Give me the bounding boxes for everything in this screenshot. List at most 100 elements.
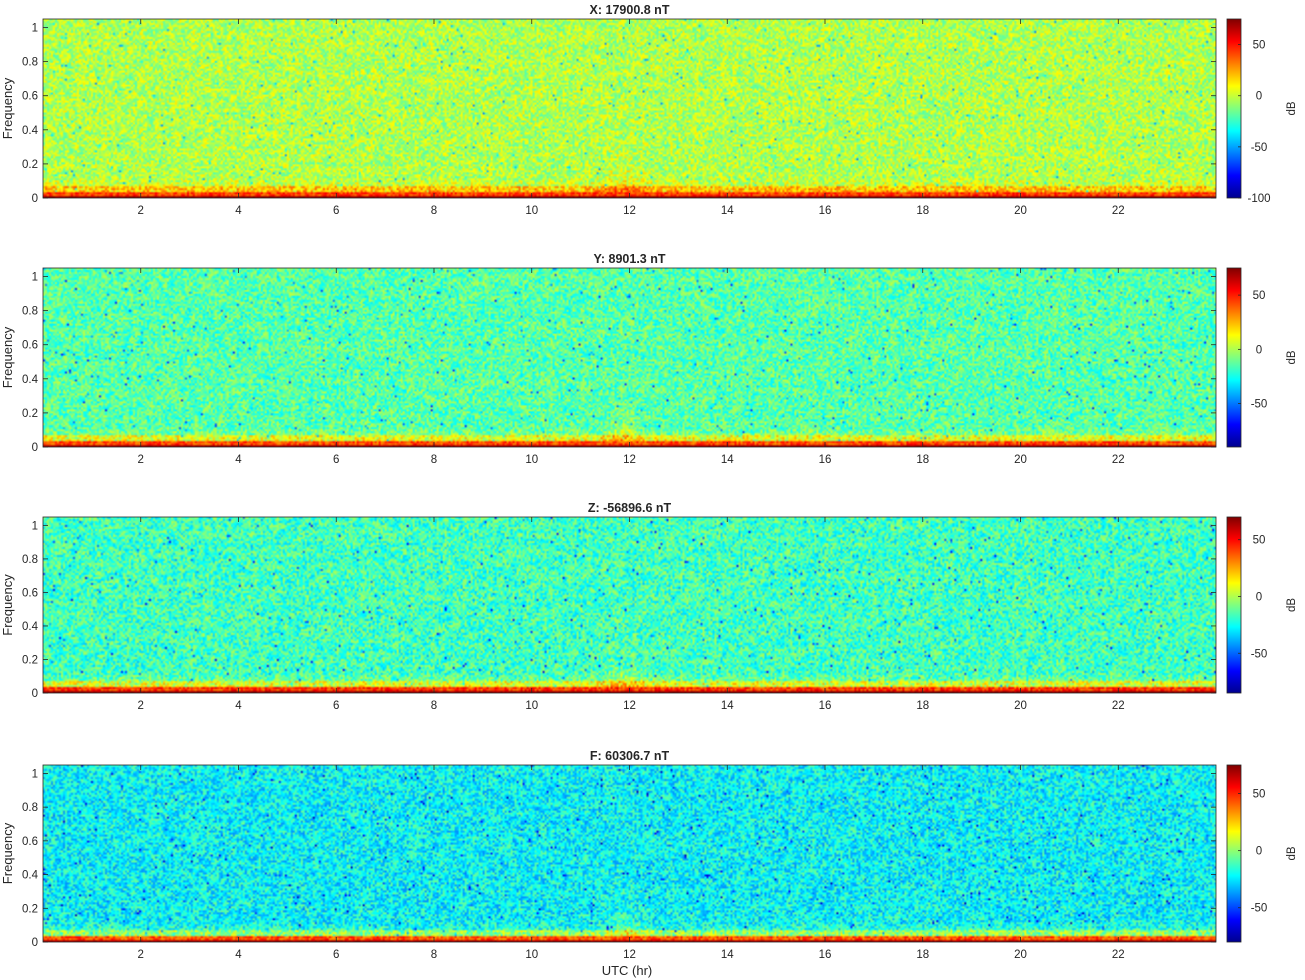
colorbar-tick-label: 50 [1253, 290, 1266, 302]
colorbar-tick-label: -50 [1251, 399, 1268, 411]
colorbar-tick-label: -50 [1251, 142, 1268, 154]
y-tick-label: 0.4 [22, 870, 39, 882]
x-tick-label: 12 [623, 949, 636, 961]
y-tick-label: 1 [32, 23, 38, 35]
y-axis-label: Frequency [0, 822, 15, 884]
y-tick-label: 0.2 [22, 903, 38, 915]
x-tick-label: 14 [721, 205, 734, 217]
x-tick-label: 14 [721, 700, 734, 712]
y-tick-label: 1 [32, 520, 38, 532]
spectrogram-panel-3: Z: -56896.6 nT2 4 6 8 10 12 14 16 18 20 2200.20.40… [0, 501, 1298, 712]
x-tick-label: 20 [1014, 700, 1027, 712]
colorbar-tick-label: 50 [1253, 535, 1266, 547]
x-tick-label: 22 [1112, 700, 1125, 712]
colorbar-tick-label: 0 [1256, 344, 1262, 356]
x-tick-label: 4 [235, 949, 242, 961]
y-tick-label: 0 [32, 193, 38, 205]
spectrogram-heatmap [43, 19, 1216, 198]
x-tick-label: 20 [1014, 454, 1027, 466]
x-tick-label: 20 [1014, 949, 1027, 961]
x-tick-label: 10 [525, 454, 538, 466]
panel-title: Z: -56896.6 nT [588, 501, 672, 515]
x-tick-label: 14 [721, 454, 734, 466]
y-tick-label: 0.2 [22, 159, 38, 171]
y-tick-label: 0.6 [22, 836, 38, 848]
x-tick-label: 14 [721, 949, 734, 961]
colorbar-tick-label: -50 [1251, 903, 1268, 915]
spectrogram-heatmap [43, 765, 1216, 942]
x-tick-label: 2 [138, 700, 144, 712]
spectrogram-heatmap [43, 268, 1216, 447]
x-tick-label: 18 [916, 700, 929, 712]
x-tick-label: 4 [235, 454, 242, 466]
x-tick-label: 2 [138, 454, 144, 466]
colorbar-tick-label: -50 [1251, 648, 1268, 660]
colorbar-label: dB [1286, 598, 1298, 612]
colorbar-gradient [1226, 516, 1242, 694]
x-tick-label: 6 [333, 205, 339, 217]
x-tick-label: 16 [819, 454, 832, 466]
y-tick-label: 0.8 [22, 306, 38, 318]
y-axis-label: Frequency [0, 326, 15, 388]
colorbar-label: dB [1286, 350, 1298, 364]
x-tick-label: 20 [1014, 205, 1027, 217]
spectrogram-panels: X: 17900.8 nT2 4 6 8 10 12 14 16 18 20 2200.20.40.… [0, 3, 1298, 961]
y-tick-label: 1 [32, 768, 38, 780]
x-tick-label: 22 [1112, 949, 1125, 961]
x-tick-label: 18 [916, 205, 929, 217]
y-tick-label: 0.6 [22, 91, 38, 103]
x-tick-label: 2 [138, 949, 144, 961]
x-tick-label: 22 [1112, 205, 1125, 217]
y-tick-label: 0 [32, 937, 38, 949]
figure-xlabel: UTC (hr) [602, 963, 653, 978]
x-tick-label: 6 [333, 949, 339, 961]
colorbar-tick-label: -100 [1247, 193, 1270, 205]
x-tick-label: 16 [819, 700, 832, 712]
spectrogram-panel-2: Y: 8901.3 nT2 4 6 8 10 12 14 16 18 20 2200.20.40.6… [0, 252, 1298, 466]
x-tick-label: 18 [916, 454, 929, 466]
x-tick-label: 8 [431, 949, 437, 961]
spectrogram-panel-1: X: 17900.8 nT2 4 6 8 10 12 14 16 18 20 2200.20.40.… [0, 3, 1298, 217]
x-tick-label: 22 [1112, 454, 1125, 466]
x-tick-label: 6 [333, 700, 339, 712]
x-tick-label: 12 [623, 205, 636, 217]
x-tick-label: 2 [138, 205, 144, 217]
y-tick-label: 0.2 [22, 408, 38, 420]
colorbar-tick-label: 0 [1256, 591, 1262, 603]
colorbar: -100 -50 0 50 dB [1226, 18, 1298, 205]
colorbar-label: dB [1286, 101, 1298, 115]
spectrogram-heatmap [43, 517, 1216, 693]
x-tick-label: 12 [623, 700, 636, 712]
x-tick-label: 8 [431, 454, 437, 466]
colorbar-gradient [1226, 764, 1242, 943]
colorbar-tick-label: 0 [1256, 846, 1262, 858]
colorbar-gradient [1226, 267, 1242, 448]
y-tick-label: 0.4 [22, 374, 39, 386]
colorbar-tick-label: 50 [1253, 40, 1266, 52]
colorbar: -50 0 50 dB [1226, 267, 1298, 448]
panel-title: Y: 8901.3 nT [593, 252, 665, 266]
x-tick-label: 16 [819, 205, 832, 217]
panel-title: F: 60306.7 nT [590, 749, 670, 763]
colorbar-label: dB [1286, 846, 1298, 860]
x-tick-label: 10 [525, 949, 538, 961]
colorbar-tick-label: 0 [1256, 91, 1262, 103]
colorbar: -50 0 50 dB [1226, 764, 1298, 943]
colorbar-tick-label: 50 [1253, 789, 1266, 801]
y-tick-label: 0.8 [22, 802, 38, 814]
spectrogram-panel-4: F: 60306.7 nT2 4 6 8 10 12 14 16 18 20 2200.20.40.… [0, 749, 1298, 961]
x-tick-label: 4 [235, 700, 242, 712]
y-tick-label: 1 [32, 272, 38, 284]
x-tick-label: 4 [235, 205, 242, 217]
x-tick-label: 10 [525, 700, 538, 712]
y-tick-label: 0.8 [22, 57, 38, 69]
y-axis-label: Frequency [0, 77, 15, 139]
y-tick-label: 0.4 [22, 621, 39, 633]
y-axis-label: Frequency [0, 574, 15, 636]
y-tick-label: 0.2 [22, 654, 38, 666]
y-tick-label: 0.6 [22, 587, 38, 599]
x-tick-label: 12 [623, 454, 636, 466]
y-tick-label: 0.6 [22, 340, 38, 352]
y-tick-label: 0.8 [22, 554, 38, 566]
